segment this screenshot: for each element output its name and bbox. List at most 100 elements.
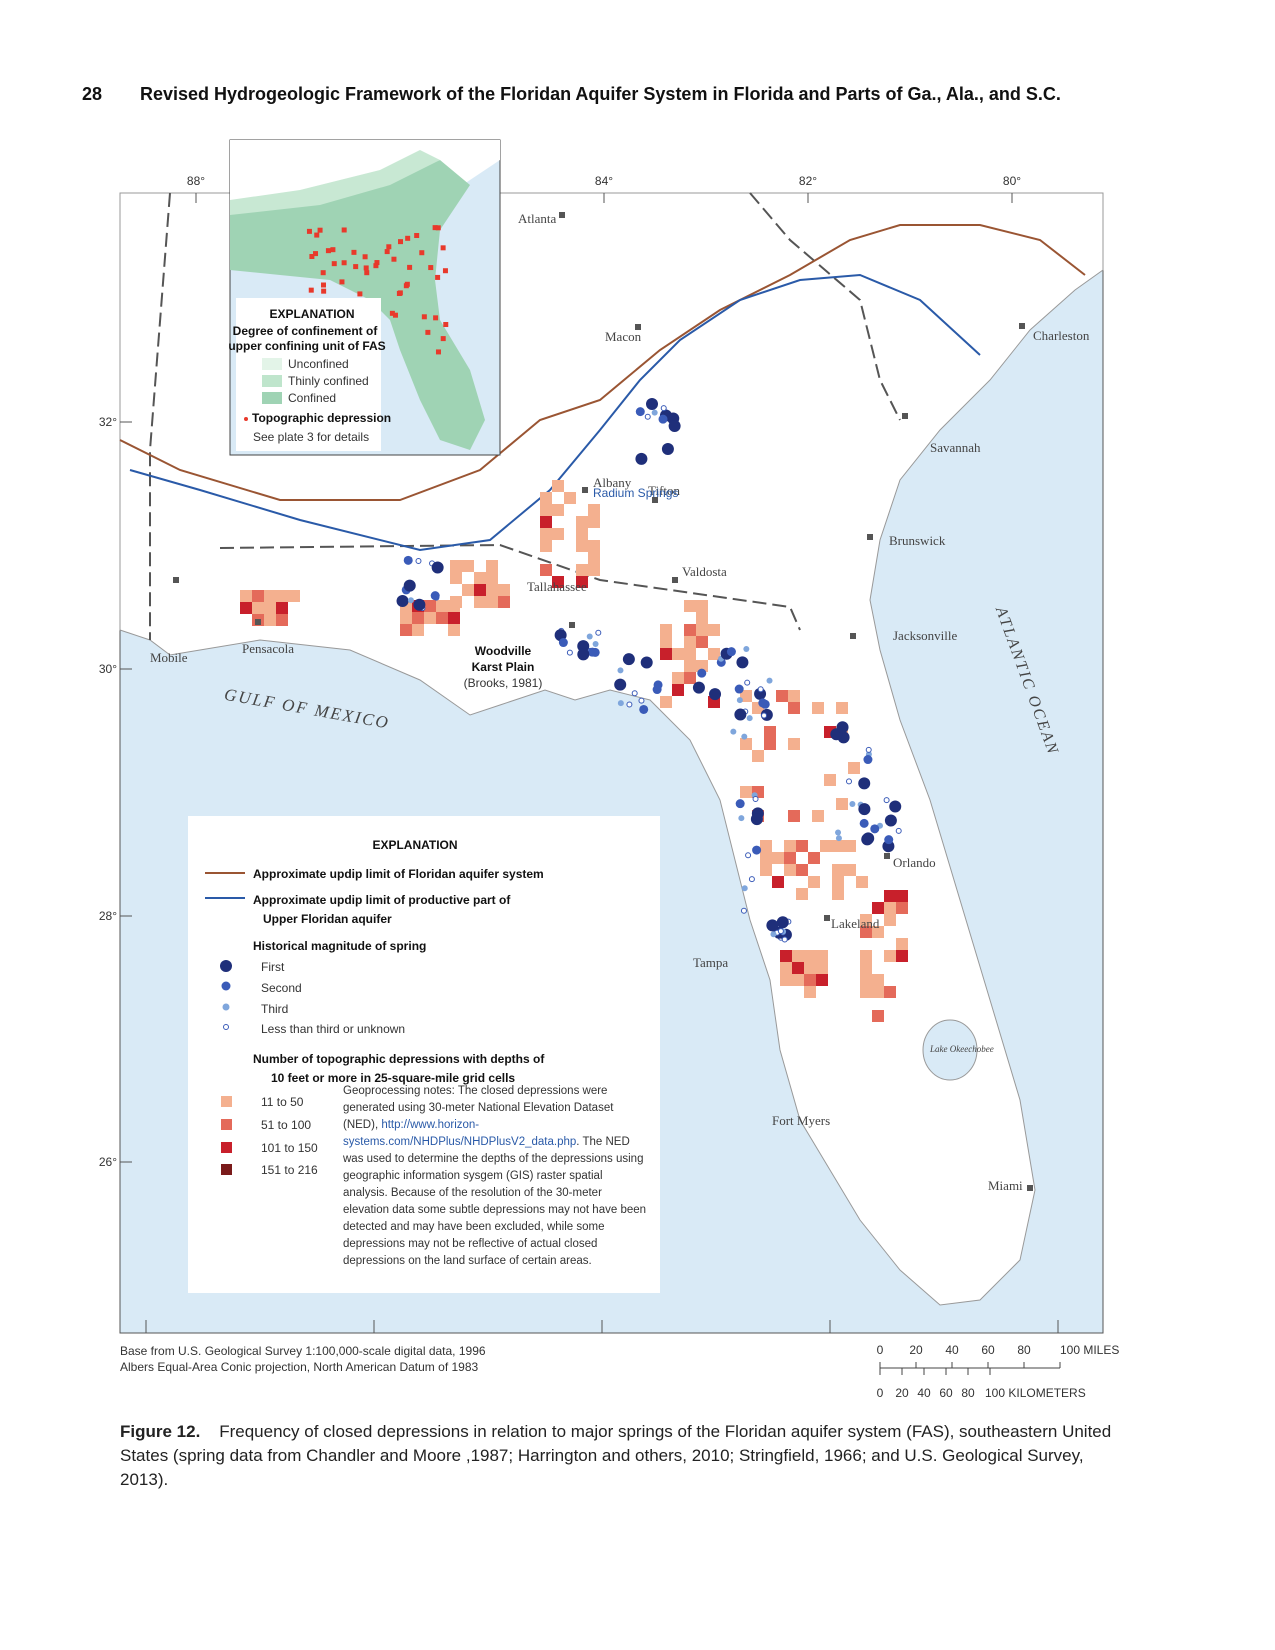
inset-depression bbox=[398, 239, 404, 245]
scale-label: 0 bbox=[877, 1343, 884, 1357]
inset-depression bbox=[320, 282, 326, 288]
depression-cell bbox=[436, 612, 448, 624]
spring bbox=[577, 640, 590, 653]
depression-cell bbox=[450, 572, 462, 584]
depression-cell bbox=[696, 660, 708, 672]
scale-label: 100 KILOMETERS bbox=[985, 1386, 1086, 1400]
inset-depression bbox=[339, 279, 345, 285]
inset-note: See plate 3 for details bbox=[253, 430, 369, 444]
place-label: Charleston bbox=[1033, 328, 1090, 343]
legend-line: Approximate updip limit of productive pa… bbox=[253, 893, 511, 907]
inset-depression bbox=[407, 264, 413, 270]
depression-cell bbox=[808, 852, 820, 864]
depression-cell bbox=[400, 612, 412, 624]
inset-depression bbox=[421, 314, 427, 320]
spring bbox=[730, 728, 737, 735]
spring bbox=[865, 746, 872, 753]
depression-cell bbox=[884, 986, 896, 998]
depression-cell bbox=[540, 564, 552, 576]
depression-cell bbox=[264, 590, 276, 602]
depression-cell bbox=[808, 876, 820, 888]
inset-depression bbox=[432, 225, 438, 231]
spring bbox=[577, 648, 590, 661]
scale-bar: 0 20 40 60 80 100 MILES 0 20 40 60 80 100 KILOMETER… bbox=[877, 1343, 1120, 1400]
spring bbox=[697, 668, 707, 678]
spring bbox=[566, 649, 573, 656]
depression-cell bbox=[788, 738, 800, 750]
depression-cell bbox=[588, 552, 600, 564]
city-marker bbox=[1019, 323, 1025, 329]
depression-cell bbox=[540, 528, 552, 540]
depressions-title: Number of topographic depressions with d… bbox=[253, 1052, 545, 1066]
depression-cell bbox=[784, 864, 796, 876]
depression-cell bbox=[486, 560, 498, 572]
depression-cell bbox=[752, 750, 764, 762]
depression-item: 101 to 150 bbox=[261, 1141, 318, 1155]
spring-item: First bbox=[261, 960, 285, 974]
inset-depression bbox=[384, 249, 390, 255]
depression-cell bbox=[588, 504, 600, 516]
depression-cell bbox=[660, 624, 672, 636]
spring bbox=[738, 815, 745, 822]
depression-cell bbox=[844, 864, 856, 876]
spring bbox=[766, 919, 779, 932]
depression-cell bbox=[672, 648, 684, 660]
depression-cell bbox=[832, 840, 844, 852]
scale-label: 80 bbox=[1017, 1343, 1031, 1357]
spring bbox=[770, 931, 777, 938]
depression-cell bbox=[836, 798, 848, 810]
inset-depression bbox=[357, 291, 363, 297]
inset-depression bbox=[309, 254, 315, 260]
depression-cell bbox=[684, 636, 696, 648]
spring bbox=[614, 678, 627, 691]
spring bbox=[766, 677, 773, 684]
city-marker bbox=[672, 577, 678, 583]
spring bbox=[889, 800, 902, 813]
annotation-source: (Brooks, 1981) bbox=[464, 676, 543, 690]
depression-cell bbox=[684, 600, 696, 612]
updip-limit-line bbox=[119, 224, 1086, 501]
depression-cell bbox=[588, 540, 600, 552]
depression-cell bbox=[264, 614, 276, 626]
depression-cell bbox=[276, 602, 288, 614]
city-marker bbox=[173, 577, 179, 583]
depression-cell bbox=[576, 576, 588, 588]
spring bbox=[403, 555, 413, 565]
explanation: EXPLANATION Approximate updip limit of F… bbox=[188, 816, 660, 1293]
depression-cell bbox=[860, 986, 872, 998]
inset-subtitle: Degree of confinement of bbox=[233, 324, 379, 338]
place-label: Tampa bbox=[693, 955, 728, 970]
place-label: Savannah bbox=[930, 440, 981, 455]
depression-cell bbox=[540, 516, 552, 528]
explanation-title: EXPLANATION bbox=[372, 838, 457, 852]
depression-cell bbox=[450, 560, 462, 572]
depression-cell bbox=[816, 950, 828, 962]
spring bbox=[726, 647, 736, 657]
depression-cell bbox=[588, 564, 600, 576]
inset-depression bbox=[320, 270, 326, 276]
depression-cell bbox=[498, 584, 510, 596]
depression-cell bbox=[884, 950, 896, 962]
inset-depression bbox=[391, 256, 397, 262]
city-marker bbox=[569, 622, 575, 628]
depression-cell bbox=[564, 492, 576, 504]
scale-label: 20 bbox=[895, 1386, 909, 1400]
notes-link[interactable]: http://www.horizon-systems.com/NHDPlus/N… bbox=[343, 1119, 577, 1148]
depression-cell bbox=[684, 660, 696, 672]
depression-cell bbox=[764, 726, 776, 738]
legend-line: Upper Floridan aquifer bbox=[263, 912, 392, 926]
spring bbox=[640, 656, 653, 669]
place-label: Fort Myers bbox=[772, 1113, 830, 1128]
spring bbox=[668, 419, 681, 432]
depression-cell bbox=[264, 602, 276, 614]
city-marker bbox=[867, 534, 873, 540]
lat-labels: 32° 30° 28° 26° bbox=[99, 415, 117, 1169]
legend-line: Approximate updip limit of Floridan aqui… bbox=[253, 867, 544, 881]
city-marker bbox=[582, 487, 588, 493]
spring bbox=[761, 712, 768, 719]
inset-depression bbox=[392, 312, 398, 318]
depression-cell bbox=[276, 614, 288, 626]
spring bbox=[740, 907, 747, 914]
depression-cell bbox=[552, 528, 564, 540]
depression-cell bbox=[796, 888, 808, 900]
